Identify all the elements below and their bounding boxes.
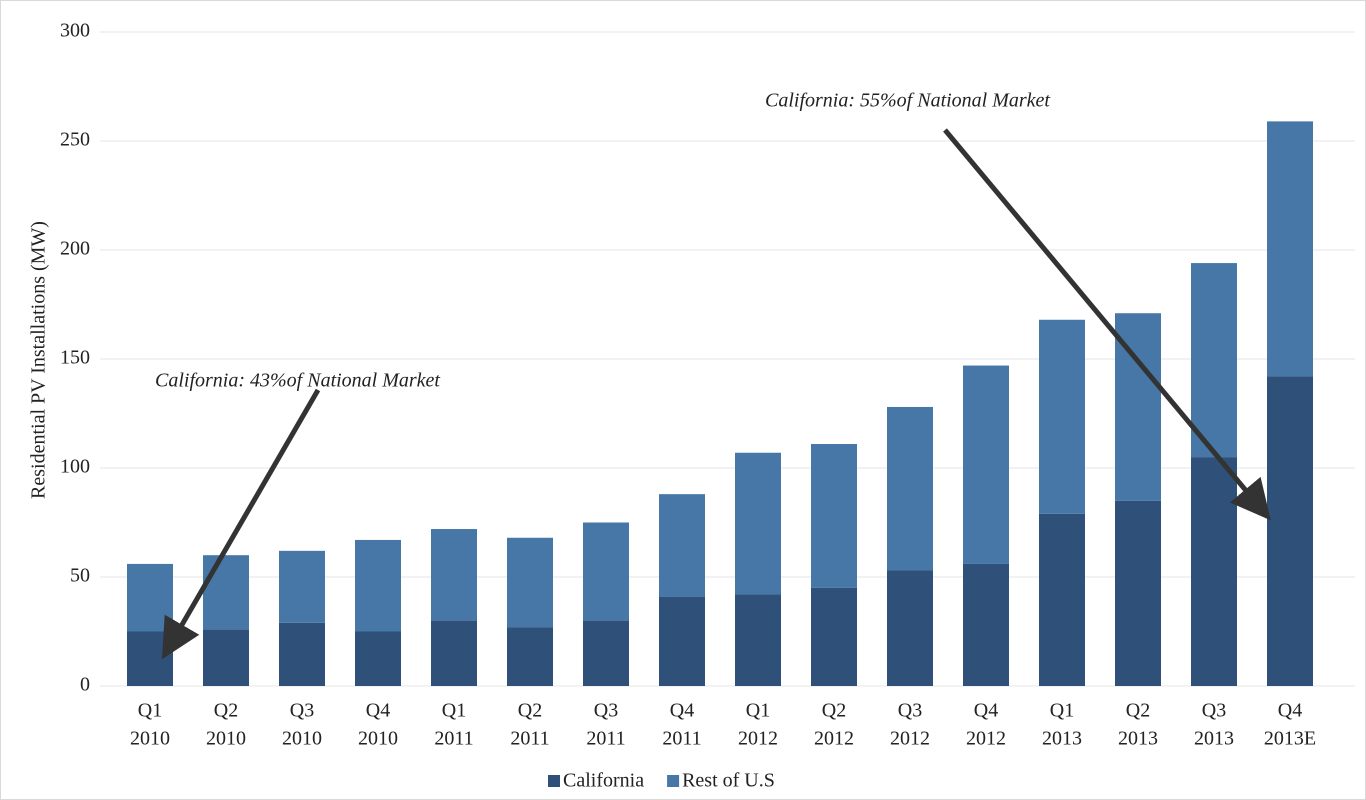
x-tick-label: 2012 [738,728,778,750]
bar-segment [1191,457,1237,686]
x-tick-label: Q1 [746,700,770,722]
plot [100,31,1355,687]
arrow [943,128,1271,521]
x-tick-label: 2013 [1042,728,1082,750]
x-tick-label: 2012 [890,728,930,750]
bar-segment [811,587,857,686]
x-tick-label: Q3 [594,700,618,722]
x-tick-label: 2010 [282,728,322,750]
y-tick-label: 0 [80,674,90,696]
legend-swatch [548,775,560,787]
x-tick-label: Q2 [214,700,238,722]
bar-segment [1115,500,1161,686]
x-tick-label: Q1 [1050,700,1074,722]
x-tick-label: 2013 [1118,728,1158,750]
y-axis-label: Residential PV Installations (MW) [28,221,50,499]
bar-segment [1267,376,1313,686]
x-tick-label: 2010 [358,728,398,750]
y-tick-label: 300 [60,20,90,42]
bar-segment [1191,263,1237,458]
x-tick-label: Q3 [290,700,314,722]
legend-swatch [667,775,680,787]
bar-segment [1039,319,1085,514]
y-tick-label: 50 [70,565,90,587]
x-tick-label: Q3 [898,700,922,722]
bar-segment [507,627,553,686]
bar-segment [203,629,249,686]
x-tick-label: 2011 [434,728,473,750]
x-tick-label: Q1 [138,700,162,722]
x-tick-label: Q4 [1278,700,1302,722]
annotation: California: 43%of National Market [155,370,440,392]
bar-segment [583,620,629,686]
x-tick-label: Q4 [974,700,998,722]
bar-segment [127,631,173,686]
x-tick-label: 2010 [206,728,246,750]
x-tick-label: 2012 [814,728,854,750]
y-tick-label: 100 [60,456,90,478]
arrow [161,388,321,660]
x-tick-label: 2013E [1264,728,1316,750]
bar-segment [127,563,173,632]
bar-segment [1267,121,1313,377]
bar-segment [431,620,477,686]
bar-segment [279,550,325,623]
x-tick-label: Q2 [822,700,846,722]
x-tick-label: Q2 [1126,700,1150,722]
y-tick-label: 250 [60,129,90,151]
y-tick-label: 200 [60,238,90,260]
bar-segment [355,631,401,686]
bar-segment [659,596,705,686]
bar-segment [963,365,1009,564]
bar-segment [355,539,401,632]
bar-segment [659,494,705,597]
x-tick-label: Q4 [366,700,390,722]
bar-segment [583,522,629,621]
x-tick-label: Q3 [1202,700,1226,722]
y-tick-label: 150 [60,347,90,369]
bar-segment [203,555,249,630]
x-tick-label: 2011 [586,728,625,750]
bar-segment [887,570,933,686]
x-tick-label: 2012 [966,728,1006,750]
x-tick-label: Q2 [518,700,542,722]
bar-segment [963,563,1009,686]
legend-label: California [563,770,644,792]
bar-segment [431,529,477,621]
bar-segment [507,537,553,628]
annotation: California: 55%of National Market [765,90,1050,112]
x-tick-label: 2011 [510,728,549,750]
bar-segment [735,594,781,686]
bar-segment [735,452,781,595]
bar-segment [1039,513,1085,686]
x-tick-label: Q4 [670,700,694,722]
legend-label: Rest of U.S [682,770,775,792]
x-tick-label: 2010 [130,728,170,750]
x-tick-label: 2013 [1194,728,1234,750]
x-tick-label: 2011 [662,728,701,750]
bar-segment [887,406,933,571]
bar-segment [811,444,857,588]
bar-segment [279,622,325,686]
x-tick-label: Q1 [442,700,466,722]
